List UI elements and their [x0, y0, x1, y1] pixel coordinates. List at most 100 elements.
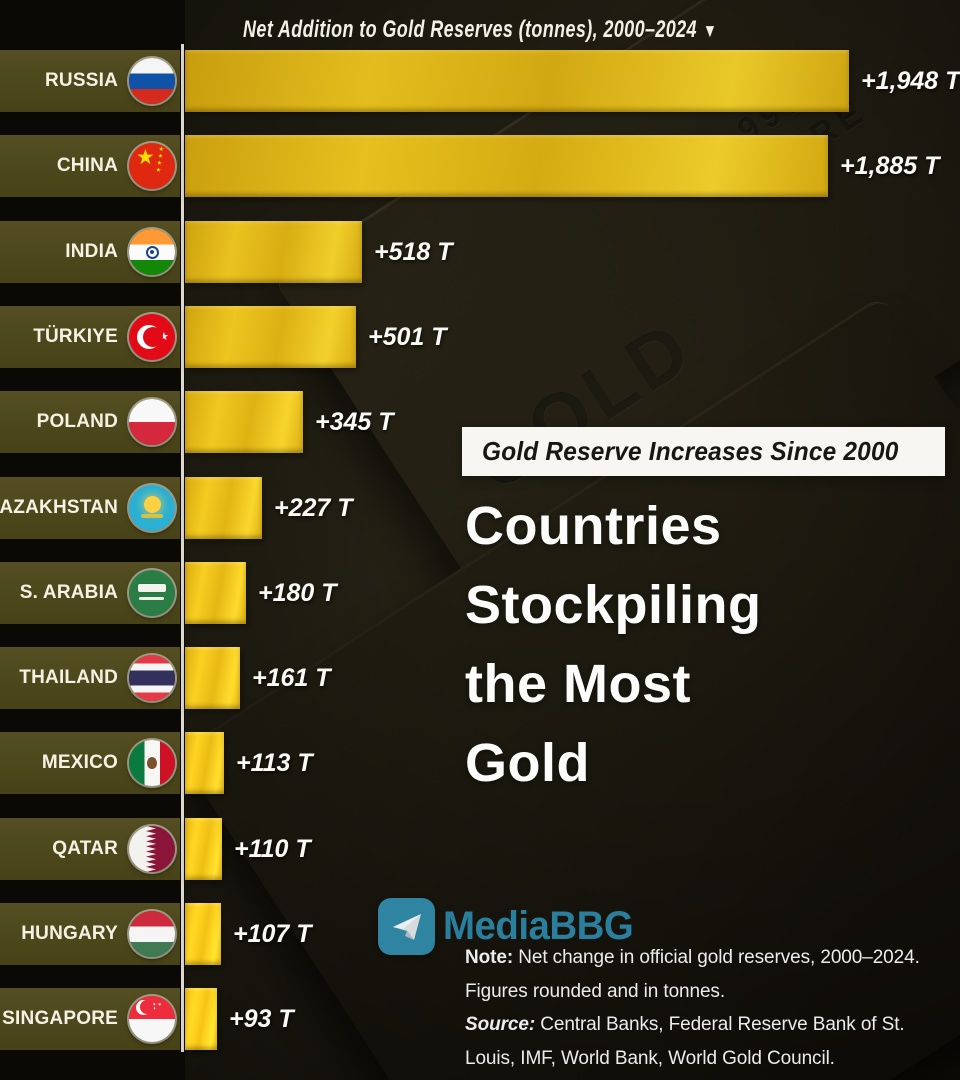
gold-bar [185, 562, 246, 624]
source-text: Central Banks, Federal Reserve Bank of S… [465, 1014, 905, 1069]
flag-emblem [129, 399, 175, 445]
country-label: INDIA [65, 241, 118, 262]
country-label: RUSSIA [45, 70, 118, 91]
bar-value-label: +110 T [234, 835, 311, 863]
flag-emblem [129, 143, 175, 189]
chart-row: INDIA +518 T [0, 221, 960, 283]
source-label: Source: [465, 1014, 536, 1035]
source-line: Source: Central Banks, Federal Reserve B… [465, 1008, 960, 1075]
chart-row: SINGAPORE +93 T [0, 988, 960, 1050]
chart-axis-line [181, 44, 184, 1052]
country-label-box: RUSSIA [0, 50, 180, 112]
flag-emblem [129, 314, 175, 360]
country-label-box: SINGAPORE [0, 988, 180, 1050]
gold-bar [185, 391, 303, 453]
gold-bar [185, 477, 262, 539]
flag-poland-icon [129, 399, 175, 445]
bar-value-label: +93 T [229, 1005, 294, 1033]
country-label: KAZAKHSTAN [0, 497, 118, 518]
flag-emblem [129, 229, 175, 275]
chart-title-bar: Net Addition to Gold Reserves (tonnes), … [0, 16, 960, 44]
bar-value-label: +113 T [236, 749, 313, 777]
country-label: THAILAND [19, 667, 118, 688]
gold-bar [185, 221, 362, 283]
flag-russia-icon [129, 58, 175, 104]
gold-bar [185, 647, 240, 709]
country-label-box: TÜRKIYE [0, 306, 180, 368]
bar-value-label: +1,885 T [840, 152, 940, 180]
gold-bar [185, 50, 849, 112]
gold-bar [185, 818, 222, 880]
country-label-box: HUNGARY [0, 903, 180, 965]
country-label: SINGAPORE [2, 1008, 118, 1029]
country-label-box: QATAR [0, 818, 180, 880]
gold-bar [185, 732, 224, 794]
flag-kazakhstan-icon [129, 485, 175, 531]
gold-bar [185, 135, 828, 197]
chart-row: POLAND +345 T [0, 391, 960, 453]
flag-hungary-icon [129, 911, 175, 957]
flag-thailand-icon [129, 655, 175, 701]
country-label: CHINA [56, 155, 118, 176]
flag-turkiye-icon [129, 314, 175, 360]
gold-bar [185, 903, 221, 965]
flag-emblem [129, 58, 175, 104]
bar-value-label: +227 T [274, 494, 353, 522]
footnote: Note: Net change in official gold reserv… [465, 941, 960, 1075]
flag-china-icon [129, 143, 175, 189]
bar-value-label: +180 T [258, 579, 337, 607]
chart-title: Net Addition to Gold Reserves (tonnes), … [242, 16, 697, 43]
country-label: TÜRKIYE [33, 326, 118, 347]
flag-qatar-icon [129, 826, 175, 872]
country-label-box: KAZAKHSTAN [0, 477, 180, 539]
country-label: MEXICO [41, 752, 118, 773]
flag-emblem [129, 740, 175, 786]
country-label-box: CHINA [0, 135, 180, 197]
bar-value-label: +1,948 T [861, 67, 960, 95]
chart-row: TÜRKIYE +501 T [0, 306, 960, 368]
flag-emblem [129, 826, 175, 872]
country-label-box: INDIA [0, 221, 180, 283]
bar-value-label: +161 T [252, 664, 331, 692]
chart-row: MEXICO +113 T [0, 732, 960, 794]
chart-row: CHINA +1,885 T [0, 135, 960, 197]
paper-plane-icon [378, 898, 435, 955]
kicker-text: Gold Reserve Increases Since 2000 [482, 436, 899, 466]
flag-emblem [129, 485, 175, 531]
note-label: Note: [465, 947, 514, 968]
bar-value-label: +107 T [233, 920, 312, 948]
chart-row: HUNGARY +107 T [0, 903, 960, 965]
page-title: Countries Stockpiling the Most Gold [465, 496, 762, 793]
bar-value-label: +501 T [368, 323, 447, 351]
dropdown-arrow-icon[interactable]: ▼ [702, 21, 718, 42]
flag-singapore-icon [129, 996, 175, 1042]
country-label-box: POLAND [0, 391, 180, 453]
brand-name: MediaBBG [443, 904, 634, 948]
flag-emblem [129, 911, 175, 957]
country-label: HUNGARY [21, 923, 118, 944]
country-label: POLAND [36, 411, 118, 432]
flag-india-icon [129, 229, 175, 275]
country-label-box: MEXICO [0, 732, 180, 794]
flag-emblem [129, 996, 175, 1042]
gold-bar [185, 306, 356, 368]
flag-mexico-icon [129, 740, 175, 786]
kicker-badge: Gold Reserve Increases Since 2000 [462, 427, 946, 476]
chart-row: KAZAKHSTAN +227 T [0, 477, 960, 539]
flag-saudi-icon [129, 570, 175, 616]
country-label: QATAR [52, 838, 118, 859]
flag-emblem [129, 570, 175, 616]
country-label: S. ARABIA [19, 582, 118, 603]
flag-emblem [129, 655, 175, 701]
chart-row: RUSSIA +1,948 T [0, 50, 960, 112]
bar-value-label: +518 T [374, 238, 453, 266]
bar-value-label: +345 T [315, 408, 394, 436]
chart-row: THAILAND +161 T [0, 647, 960, 709]
chart-row: S. ARABIA +180 T [0, 562, 960, 624]
brand-logo: MediaBBG [378, 898, 641, 955]
gold-bar [185, 988, 217, 1050]
note-line: Note: Net change in official gold reserv… [465, 941, 960, 1008]
note-text: Net change in official gold reserves, 20… [465, 947, 920, 1002]
